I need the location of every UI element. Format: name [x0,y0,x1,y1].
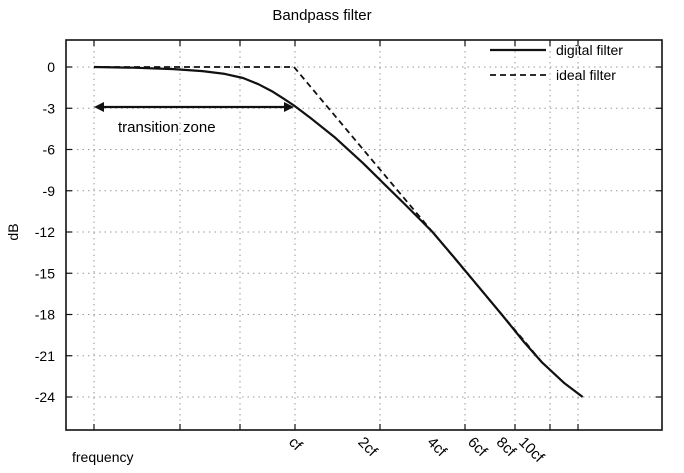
chart-title: Bandpass filter [272,7,371,24]
x-tick-label: cf [285,434,306,455]
y-tick-label: -9 [43,183,56,199]
x-tick-label: 2cf [354,434,381,461]
grid [66,40,662,430]
legend-label-digital: digital filter [556,42,623,58]
transition-zone-annotation: transition zone [94,102,294,136]
x-tick-label: 8cf [493,434,520,461]
y-tick-label: 0 [47,59,55,75]
y-tick-label: -15 [35,265,55,281]
y-tick-label: -12 [35,224,55,240]
y-tick-label: -24 [35,389,55,405]
x-axis-label: frequency [72,449,133,465]
x-tick-label: 4cf [424,434,451,461]
y-tick-label: -3 [43,100,56,116]
plot-frame [65,39,663,431]
y-axis-label: dB [5,223,21,240]
annotation-arrowhead-right [284,102,294,112]
series-line-ideal-filter [94,66,543,364]
legend: digital filter ideal filter [490,42,623,83]
x-tick-label: 6cf [464,434,491,461]
legend-label-ideal: ideal filter [556,67,616,83]
x-tick-label: 10cf [515,434,548,467]
series-group [93,65,584,398]
y-axis-ticks: 0 -3 -6 -9 -12 -15 -18 -21 -24 [35,59,662,405]
annotation-label: transition zone [118,119,216,136]
y-tick-label: -21 [35,348,55,364]
series-line-digital-filter [93,65,584,398]
annotation-arrowhead-left [94,102,104,112]
y-tick-label: -18 [35,307,55,323]
y-tick-label: -6 [43,142,56,158]
